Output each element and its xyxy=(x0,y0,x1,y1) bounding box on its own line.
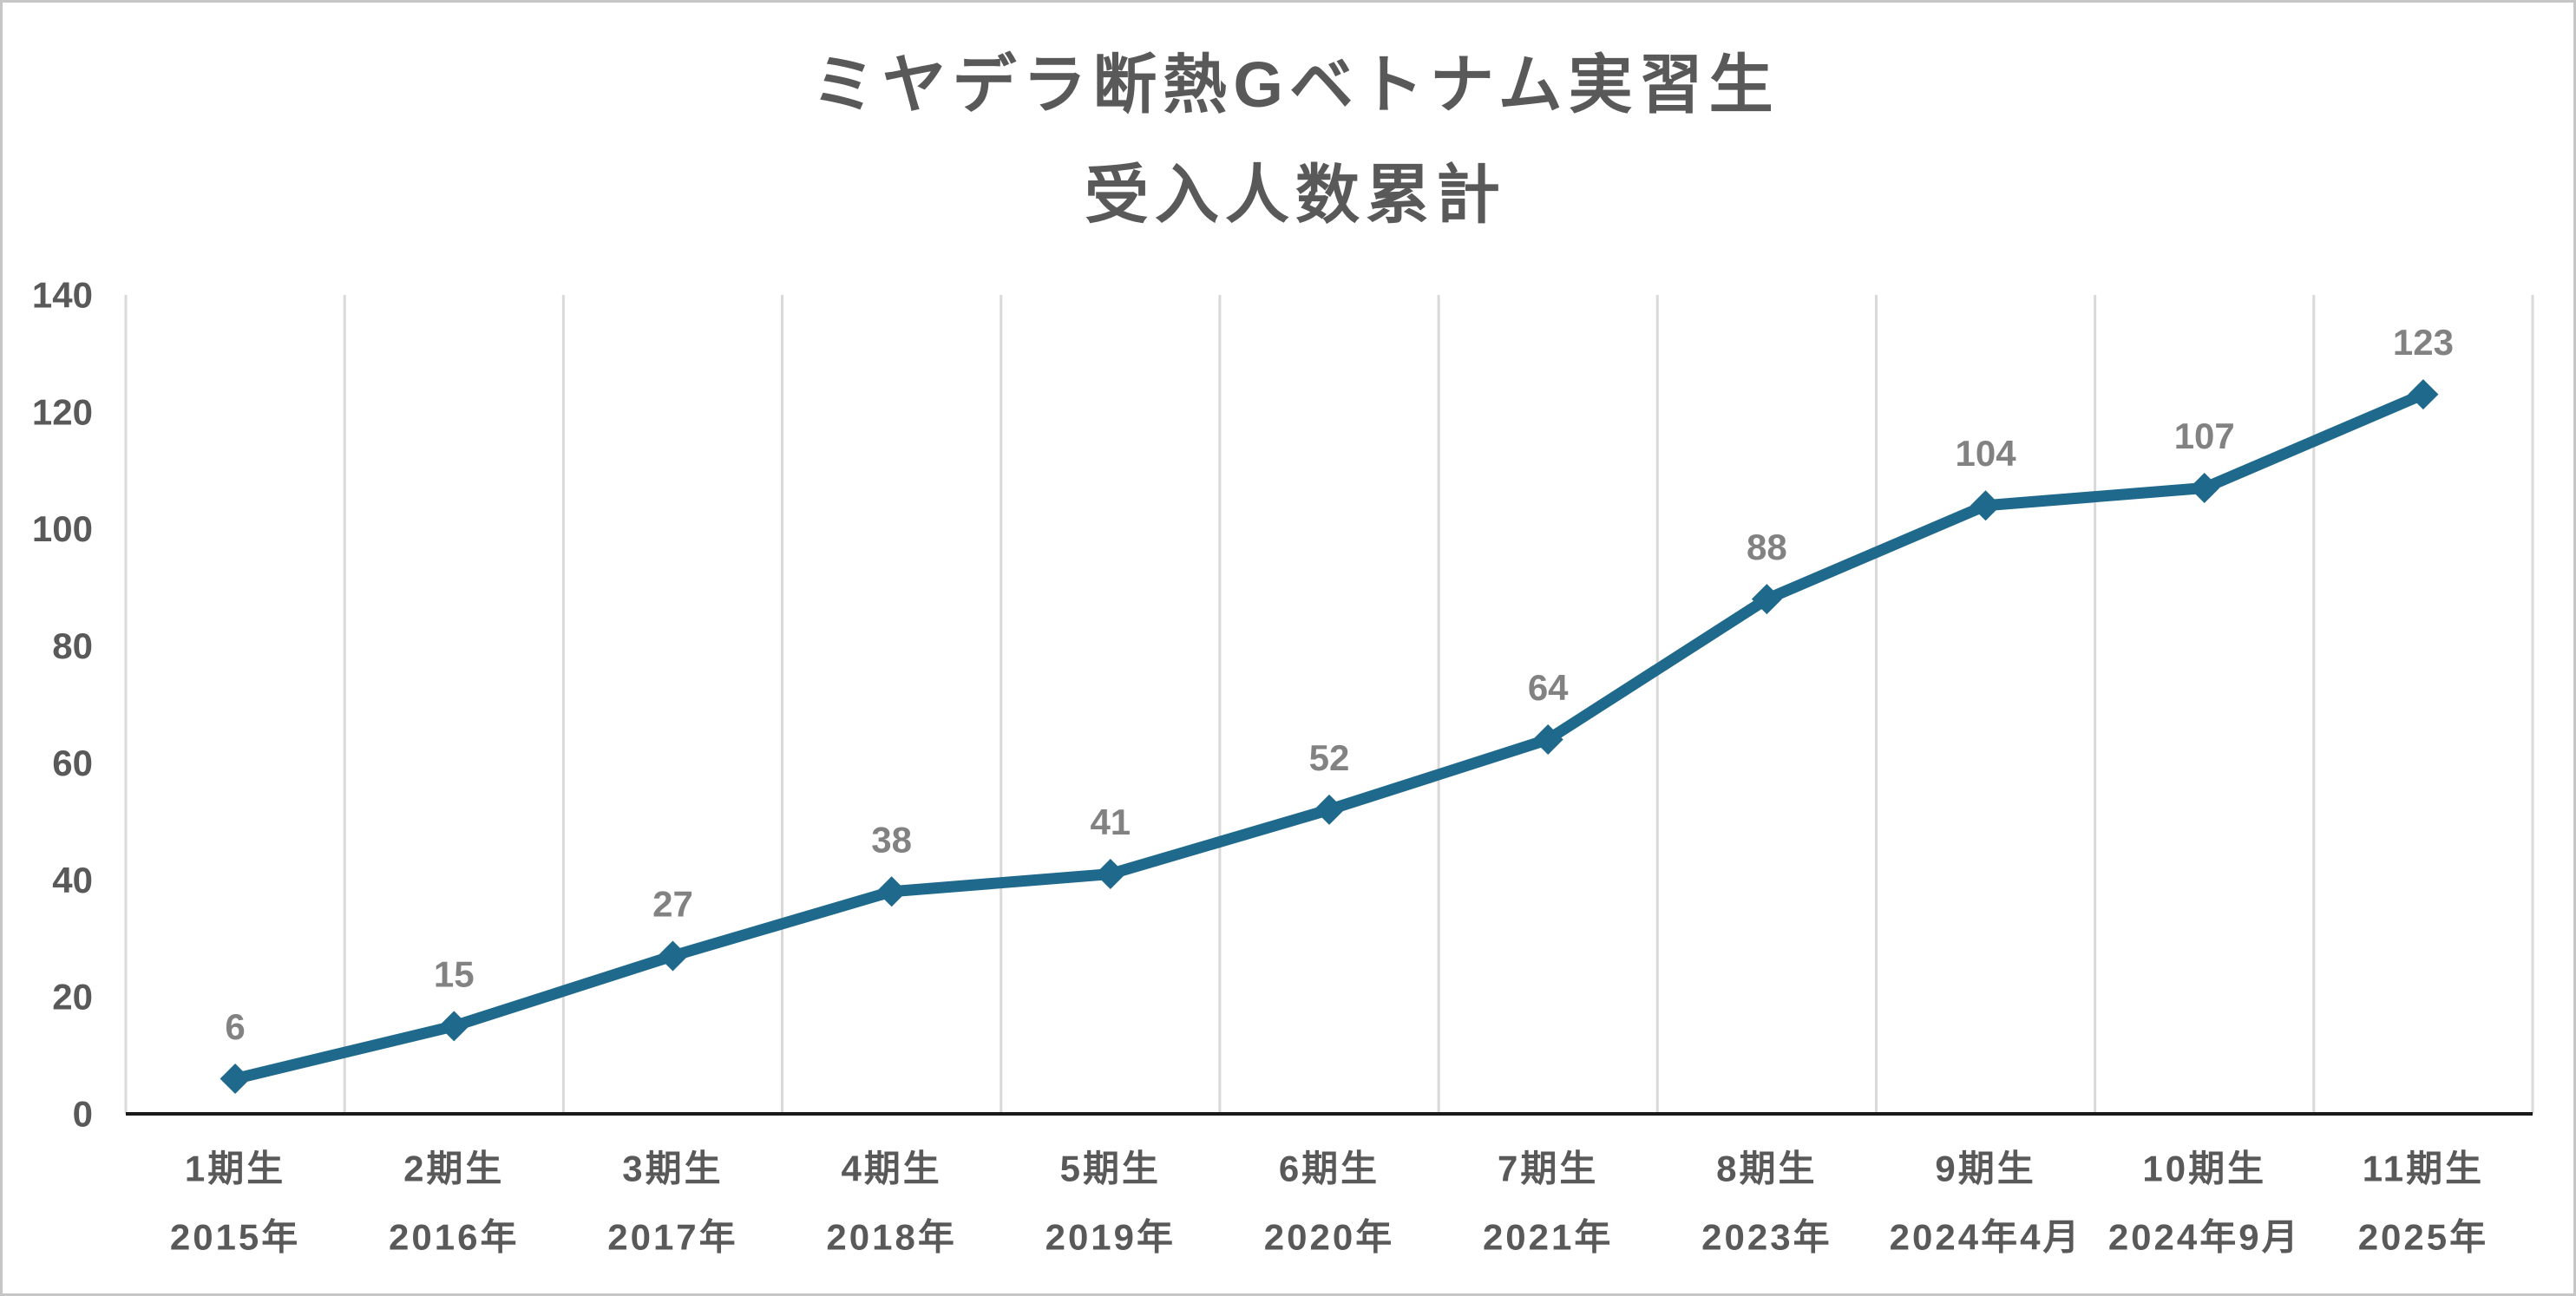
x-axis-label-line1: 9期生 xyxy=(1935,1149,2035,1189)
x-axis-label-line2: 2025年 xyxy=(2358,1217,2488,1258)
y-axis-tick-label: 0 xyxy=(73,1094,93,1135)
x-axis-label-line1: 1期生 xyxy=(185,1149,285,1189)
data-point-marker xyxy=(1314,794,1345,825)
x-axis-label-line2: 2024年9月 xyxy=(2108,1217,2301,1258)
y-axis-tick-label: 80 xyxy=(52,625,93,666)
x-axis-label-line2: 2015年 xyxy=(170,1217,300,1258)
x-axis-label-line2: 2016年 xyxy=(389,1217,519,1258)
y-axis-tick-label: 60 xyxy=(52,743,93,783)
data-point-marker xyxy=(1970,490,2002,521)
data-point-marker xyxy=(876,876,908,907)
x-axis-label-line1: 10期生 xyxy=(2142,1149,2266,1189)
y-axis-tick-label: 20 xyxy=(52,977,93,1018)
data-point-marker xyxy=(1532,723,1563,755)
data-point-marker xyxy=(1751,584,1782,615)
y-axis-tick-label: 120 xyxy=(32,391,93,432)
data-point-marker xyxy=(2189,473,2220,504)
x-axis-label-line2: 2021年 xyxy=(1483,1217,1613,1258)
data-label: 104 xyxy=(1956,433,2017,474)
y-axis-tick-label: 140 xyxy=(32,275,93,316)
data-label: 123 xyxy=(2393,322,2454,363)
x-axis-label-line1: 3期生 xyxy=(622,1149,723,1189)
data-label: 41 xyxy=(1090,802,1131,842)
data-label: 88 xyxy=(1747,527,1787,567)
x-axis-label-line1: 5期生 xyxy=(1060,1149,1161,1189)
data-point-marker xyxy=(438,1011,469,1042)
x-axis-label-line1: 11期生 xyxy=(2363,1149,2484,1189)
chart-title-line2: 受入人数累計 xyxy=(1085,159,1506,231)
x-axis-label-line1: 7期生 xyxy=(1498,1149,1598,1189)
y-axis-tick-label: 40 xyxy=(52,860,93,900)
x-axis-label-line1: 2期生 xyxy=(403,1149,504,1189)
x-axis-label-line2: 2019年 xyxy=(1045,1217,1176,1258)
data-label: 15 xyxy=(434,953,475,994)
x-axis-label-line1: 4期生 xyxy=(841,1149,941,1189)
x-axis-label-line2: 2023年 xyxy=(1701,1217,1832,1258)
x-axis-label-line2: 2020年 xyxy=(1264,1217,1394,1258)
data-point-marker xyxy=(1095,859,1126,890)
data-label: 107 xyxy=(2174,416,2235,456)
data-label: 27 xyxy=(652,883,693,924)
chart-title-line1: ミヤデラ断熱Gベトナム実習生 xyxy=(811,49,1780,121)
y-axis-tick-label: 100 xyxy=(32,508,93,549)
x-axis-label-line1: 6期生 xyxy=(1279,1149,1380,1189)
line-chart-plot: 0 20 40 60 80 100 120 140 1期生 2015年 2期生 2016年 3期生 201… xyxy=(32,275,2534,1258)
x-axis-label-line2: 2024年4月 xyxy=(1890,1217,2082,1258)
data-point-marker xyxy=(2408,379,2439,410)
data-label: 52 xyxy=(1309,737,1350,778)
data-label: 38 xyxy=(871,819,912,860)
x-axis-label-line1: 8期生 xyxy=(1716,1149,1817,1189)
data-point-marker xyxy=(657,940,688,972)
data-label: 64 xyxy=(1528,667,1569,708)
x-axis-label-line2: 2017年 xyxy=(607,1217,737,1258)
x-axis-label-line2: 2018年 xyxy=(826,1217,956,1258)
data-point-marker xyxy=(220,1064,251,1095)
data-label: 6 xyxy=(225,1006,245,1047)
